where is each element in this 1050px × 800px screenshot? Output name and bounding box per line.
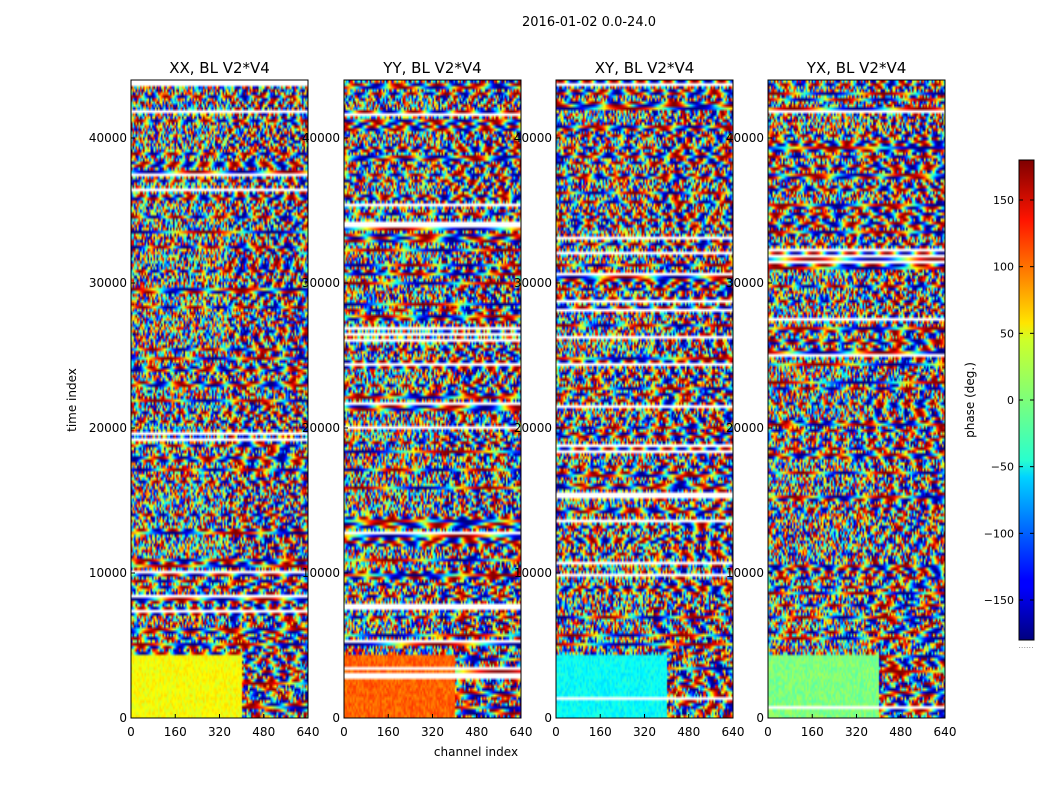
subplot-title: XX, BL V2*V4 bbox=[169, 59, 270, 77]
x-tick-label: 320 bbox=[421, 725, 444, 739]
y-tick-label: 10000 bbox=[514, 566, 552, 580]
x-tick-label: 480 bbox=[889, 725, 912, 739]
y-tick-label: 0 bbox=[119, 711, 127, 725]
colorbar-tick-label: −150 bbox=[984, 594, 1014, 607]
x-tick-label: 640 bbox=[722, 725, 745, 739]
x-tick-label: 0 bbox=[552, 725, 560, 739]
y-tick-label: 30000 bbox=[302, 276, 340, 290]
colorbar-tick-label: −50 bbox=[991, 461, 1014, 474]
x-tick-label: 320 bbox=[845, 725, 868, 739]
x-tick-label: 0 bbox=[127, 725, 135, 739]
y-tick-label: 20000 bbox=[89, 421, 127, 435]
figure-suptitle: 2016-01-02 0.0-24.0 bbox=[522, 15, 656, 30]
x-tick-label: 640 bbox=[297, 725, 320, 739]
heatmap-image bbox=[131, 80, 308, 718]
y-tick-label: 20000 bbox=[726, 421, 764, 435]
x-tick-label: 0 bbox=[340, 725, 348, 739]
heatmap-image bbox=[344, 80, 521, 718]
colorbar-tick-label: −100 bbox=[984, 527, 1014, 540]
y-tick-label: 30000 bbox=[89, 276, 127, 290]
y-axis-label: time index bbox=[65, 368, 79, 432]
x-tick-label: 160 bbox=[589, 725, 612, 739]
y-tick-label: 10000 bbox=[302, 566, 340, 580]
x-tick-label: 480 bbox=[465, 725, 488, 739]
y-tick-label: 40000 bbox=[302, 131, 340, 145]
x-tick-label: 320 bbox=[208, 725, 231, 739]
y-tick-label: 10000 bbox=[726, 566, 764, 580]
subplot-2: YY, BL V2*V4 0 160 320 480 640 0 10000 20000 3000… bbox=[302, 59, 533, 739]
y-tick-label: 30000 bbox=[514, 276, 552, 290]
x-tick-label: 0 bbox=[764, 725, 772, 739]
subplot-title: XY, BL V2*V4 bbox=[595, 59, 695, 77]
x-tick-label: 480 bbox=[677, 725, 700, 739]
subplot-3: XY, BL V2*V4 0 160 320 480 640 0 10000 20000 3000… bbox=[514, 59, 745, 739]
subplot-1: XX, BL V2*V4 0 160 320 480 640 0 10000 20000 3000… bbox=[89, 59, 320, 739]
subplot-4: YX, BL V2*V4 0 160 320 480 640 0 10000 20000 3000… bbox=[726, 59, 957, 739]
x-tick-label: 160 bbox=[801, 725, 824, 739]
y-tick-label: 40000 bbox=[726, 131, 764, 145]
y-tick-label: 0 bbox=[756, 711, 764, 725]
y-tick-label: 30000 bbox=[726, 276, 764, 290]
colorbar-footer: ...... bbox=[1018, 641, 1033, 650]
heatmap-image bbox=[556, 80, 733, 718]
subplot-title: YY, BL V2*V4 bbox=[382, 59, 481, 77]
colorbar-tick-label: 50 bbox=[1000, 327, 1014, 340]
colorbar-tick-label: 0 bbox=[1007, 394, 1014, 407]
y-tick-label: 40000 bbox=[514, 131, 552, 145]
colorbar-tick-label: 150 bbox=[993, 194, 1014, 207]
y-tick-label: 20000 bbox=[514, 421, 552, 435]
y-tick-label: 0 bbox=[332, 711, 340, 725]
y-tick-label: 0 bbox=[544, 711, 552, 725]
y-tick-label: 10000 bbox=[89, 566, 127, 580]
y-tick-label: 40000 bbox=[89, 131, 127, 145]
colorbar-tick-label: 100 bbox=[993, 261, 1014, 274]
colorbar: 150 100 50 0 −50 −100 −150 phase (deg.) ...... bbox=[963, 159, 1035, 650]
x-tick-label: 160 bbox=[164, 725, 187, 739]
heatmap-image bbox=[768, 80, 945, 718]
x-tick-label: 640 bbox=[510, 725, 533, 739]
x-tick-label: 640 bbox=[934, 725, 957, 739]
x-tick-label: 320 bbox=[633, 725, 656, 739]
subplot-title: YX, BL V2*V4 bbox=[806, 59, 907, 77]
x-tick-label: 160 bbox=[377, 725, 400, 739]
x-axis-label: channel index bbox=[434, 745, 518, 759]
colorbar-label: phase (deg.) bbox=[963, 362, 977, 438]
y-tick-label: 20000 bbox=[302, 421, 340, 435]
x-tick-label: 480 bbox=[252, 725, 275, 739]
